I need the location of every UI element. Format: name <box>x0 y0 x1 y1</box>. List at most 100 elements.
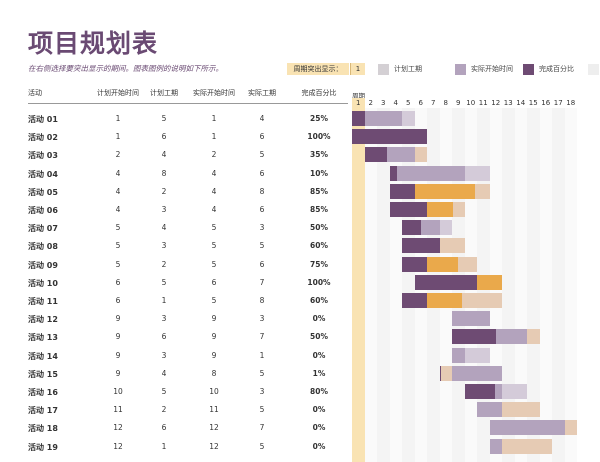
activity-name: 活动 13 <box>28 333 58 343</box>
page-subtitle: 在右侧选择要突出显示的期间。图表图例的说明如下所示。 <box>28 64 223 73</box>
plan-start-cell: 5 <box>115 223 121 233</box>
day-number: 11 <box>478 99 488 107</box>
day-number: 14 <box>516 99 526 107</box>
plan-start-cell: 4 <box>115 186 121 196</box>
actual-duration-cell: 6 <box>259 132 265 142</box>
plan-start-cell: 12 <box>113 441 123 451</box>
actual-duration-cell: 1 <box>259 350 265 360</box>
gantt-day-column <box>377 108 390 462</box>
legend-swatch-complete <box>523 63 534 75</box>
activity-name: 活动 10 <box>28 278 58 288</box>
gantt-overlap-bar <box>477 402 502 418</box>
plan-start-cell: 9 <box>115 314 121 324</box>
day-number: 9 <box>456 99 461 107</box>
actual-duration-cell: 7 <box>259 423 265 433</box>
activity-name: 活动 18 <box>28 424 58 434</box>
plan-start-cell: 6 <box>115 277 121 287</box>
day-number: 15 <box>528 99 538 107</box>
gantt-day-column <box>527 108 540 462</box>
gantt-overlap-bar <box>352 111 402 126</box>
gantt-overlap-bar <box>489 438 502 454</box>
actual-start-cell: 9 <box>211 332 217 342</box>
percent-complete-cell: 35% <box>310 150 328 160</box>
gantt-complete-bar <box>389 165 397 181</box>
activity-name: 活动 08 <box>28 242 58 252</box>
actual-start-cell: 8 <box>211 368 217 378</box>
actual-start-cell: 12 <box>209 423 219 433</box>
plan-duration-cell: 3 <box>161 314 167 324</box>
percent-complete-cell: 100% <box>307 132 331 142</box>
actual-start-cell: 1 <box>211 132 217 142</box>
activity-name: 活动 12 <box>28 315 58 325</box>
percent-complete-cell: 25% <box>310 114 328 123</box>
actual-duration-cell: 5 <box>259 150 265 160</box>
plan-duration-cell: 3 <box>161 205 167 214</box>
gantt-day-column <box>502 108 515 462</box>
day-number: 2 <box>368 99 373 107</box>
activity-name: 活动 07 <box>28 224 58 234</box>
activity-name: 活动 03 <box>28 151 58 161</box>
actual-duration-cell: 8 <box>259 186 265 196</box>
activity-name: 活动 19 <box>28 442 58 452</box>
gantt-beyond-bar <box>477 274 502 290</box>
gantt-day-column <box>552 108 565 462</box>
activity-name: 活动 15 <box>28 369 58 379</box>
activity-name: 活动 09 <box>28 260 58 270</box>
actual-start-cell: 4 <box>211 186 217 196</box>
gantt-day-column <box>539 108 552 462</box>
actual-duration-cell: 4 <box>259 114 265 123</box>
legend-label: 计划工期 <box>394 65 422 73</box>
plan-start-cell: 2 <box>115 150 121 160</box>
actual-duration-cell: 3 <box>259 314 265 324</box>
plan-start-cell: 5 <box>115 259 121 269</box>
gantt-complete-bar <box>402 238 440 254</box>
gantt-overlap-bar <box>489 420 565 436</box>
legend-plan-duration: 计划工期 <box>378 63 422 75</box>
actual-start-cell: 10 <box>209 387 219 396</box>
activity-name: 活动 11 <box>28 297 58 306</box>
activity-name: 活动 01 <box>28 115 58 124</box>
plan-duration-cell: 2 <box>161 186 167 196</box>
gantt-overlap-bar <box>452 311 490 327</box>
day-number: 1 <box>352 98 365 108</box>
plan-start-cell: 9 <box>115 350 121 360</box>
legend-label: 实际开始时间 <box>471 65 513 73</box>
percent-complete-cell: 100% <box>307 277 331 287</box>
percent-complete-cell: 50% <box>310 223 328 233</box>
day-number: 18 <box>566 99 576 107</box>
activity-name: 活动 17 <box>28 406 58 416</box>
plan-start-cell: 9 <box>115 368 121 378</box>
header-activity: 活动 <box>28 89 42 97</box>
actual-duration-cell: 5 <box>259 405 265 415</box>
percent-complete-cell: 80% <box>310 387 328 396</box>
percent-complete-cell: 60% <box>310 241 328 251</box>
gantt-complete-bar <box>439 365 441 381</box>
legend-percent-complete: 完成百分比 <box>523 63 574 75</box>
day-number: 13 <box>503 99 513 107</box>
highlight-period-input[interactable]: 1 <box>350 63 365 75</box>
actual-start-cell: 5 <box>211 241 217 251</box>
gantt-day-column <box>514 108 527 462</box>
header-percent: 完成百分比 <box>301 89 337 97</box>
plan-duration-cell: 8 <box>161 168 167 178</box>
actual-start-cell: 11 <box>209 405 219 415</box>
actual-start-cell: 5 <box>211 223 217 233</box>
actual-start-cell: 9 <box>211 350 217 360</box>
header-actual-duration: 实际工期 <box>248 89 276 97</box>
highlight-label: 周期突出显示： <box>287 63 349 75</box>
actual-start-cell: 5 <box>211 259 217 269</box>
plan-duration-cell: 1 <box>161 296 167 305</box>
plan-duration-cell: 1 <box>161 441 167 451</box>
header-period: 周期 <box>352 92 365 100</box>
gantt-beyond-bar <box>414 183 475 199</box>
activity-name: 活动 04 <box>28 169 58 179</box>
actual-duration-cell: 3 <box>259 387 265 396</box>
actual-duration-cell: 3 <box>259 223 265 233</box>
plan-start-cell: 9 <box>115 332 121 342</box>
actual-start-cell: 1 <box>211 114 217 123</box>
plan-start-cell: 12 <box>113 423 123 433</box>
activity-name: 活动 14 <box>28 351 58 361</box>
actual-start-cell: 4 <box>211 205 217 214</box>
actual-start-cell: 2 <box>211 150 217 160</box>
day-number: 8 <box>443 99 448 107</box>
